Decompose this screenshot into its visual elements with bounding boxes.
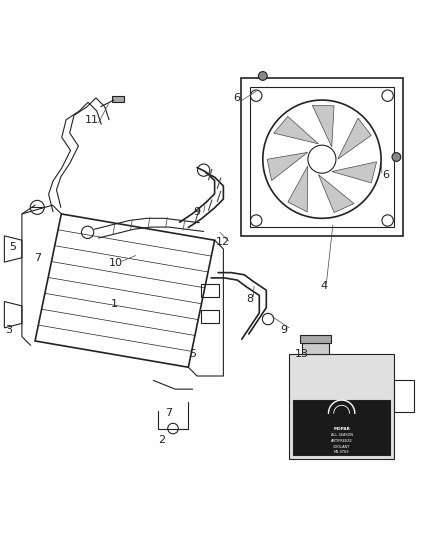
Circle shape — [258, 71, 267, 80]
Bar — [300, 335, 331, 343]
Text: 6: 6 — [382, 169, 389, 180]
Text: MS-9769: MS-9769 — [334, 450, 350, 454]
Polygon shape — [288, 166, 308, 212]
Text: 9: 9 — [194, 207, 201, 217]
Bar — [112, 96, 124, 102]
Text: 3: 3 — [5, 325, 12, 335]
Text: 2: 2 — [159, 434, 166, 445]
Bar — [293, 400, 390, 455]
Text: ANTIFREEZE: ANTIFREEZE — [331, 439, 353, 443]
Text: 13: 13 — [295, 349, 309, 359]
Text: 9: 9 — [280, 325, 287, 335]
Text: 5: 5 — [10, 242, 17, 252]
Polygon shape — [332, 162, 377, 183]
Polygon shape — [318, 175, 354, 213]
Text: 8: 8 — [246, 294, 253, 304]
Text: 5: 5 — [189, 349, 196, 359]
Text: 1: 1 — [110, 298, 117, 309]
Text: ALL SEASON: ALL SEASON — [331, 433, 353, 437]
Text: 10: 10 — [109, 258, 123, 268]
Text: 11: 11 — [85, 115, 99, 125]
Text: COOLANT: COOLANT — [333, 445, 350, 448]
Text: MOPAR: MOPAR — [333, 426, 350, 431]
Text: 7: 7 — [165, 408, 172, 418]
Polygon shape — [274, 116, 318, 144]
Polygon shape — [312, 106, 334, 147]
Text: 6: 6 — [233, 93, 240, 103]
Bar — [201, 310, 219, 324]
Bar — [302, 343, 328, 354]
Text: 7: 7 — [34, 253, 41, 263]
Bar — [289, 354, 394, 459]
Polygon shape — [267, 152, 308, 181]
Text: 12: 12 — [216, 237, 230, 247]
Bar — [201, 284, 219, 297]
Polygon shape — [338, 118, 371, 159]
Circle shape — [392, 152, 401, 161]
Text: 4: 4 — [321, 281, 328, 291]
